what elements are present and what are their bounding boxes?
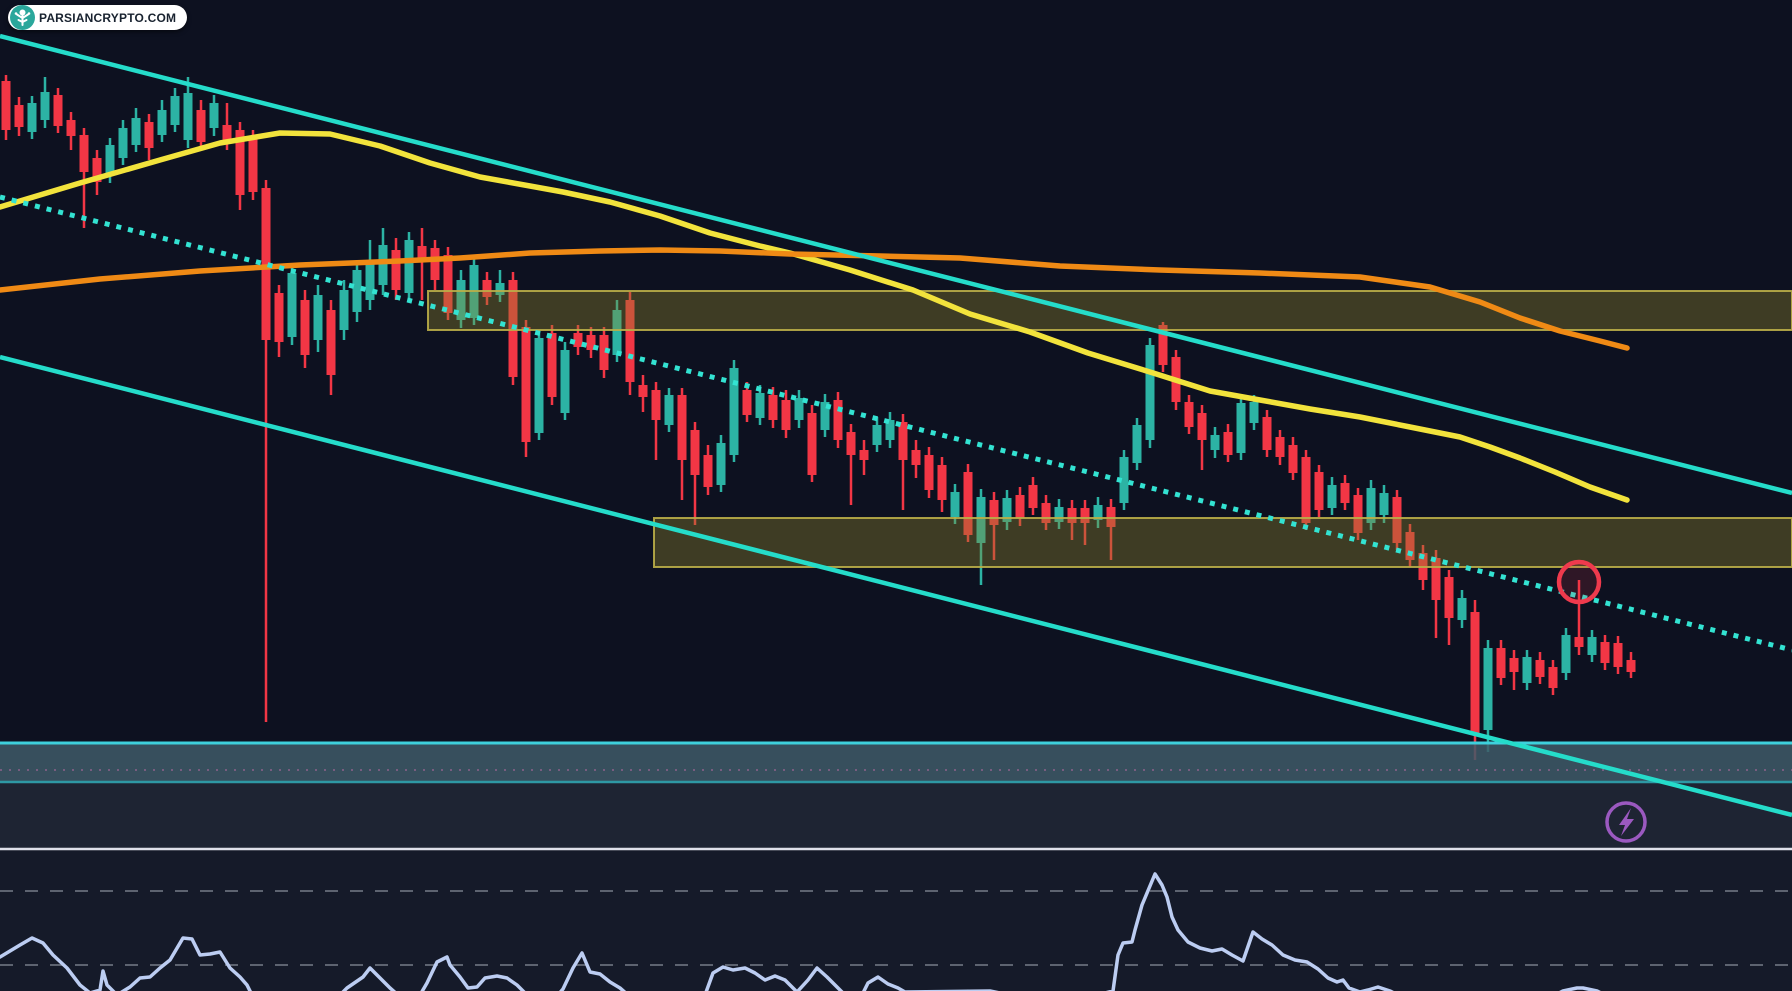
parsiancrypto-logo-icon [9, 4, 36, 31]
candlestick-series [1, 75, 1636, 760]
highlight-circle-annotation [1556, 559, 1602, 605]
moving-average-lines [0, 130, 1630, 503]
watermark-text: PARSIANCRYPTO.COM [39, 10, 177, 25]
support-band [0, 741, 1792, 784]
rsi-indicator-pane [0, 847, 1792, 991]
watermark-badge: PARSIANCRYPTO.COM [8, 4, 188, 31]
lightning-bolt-icon [1605, 801, 1647, 843]
descending-channel-trendlines [0, 33, 1792, 818]
supply-zones [427, 290, 1792, 568]
